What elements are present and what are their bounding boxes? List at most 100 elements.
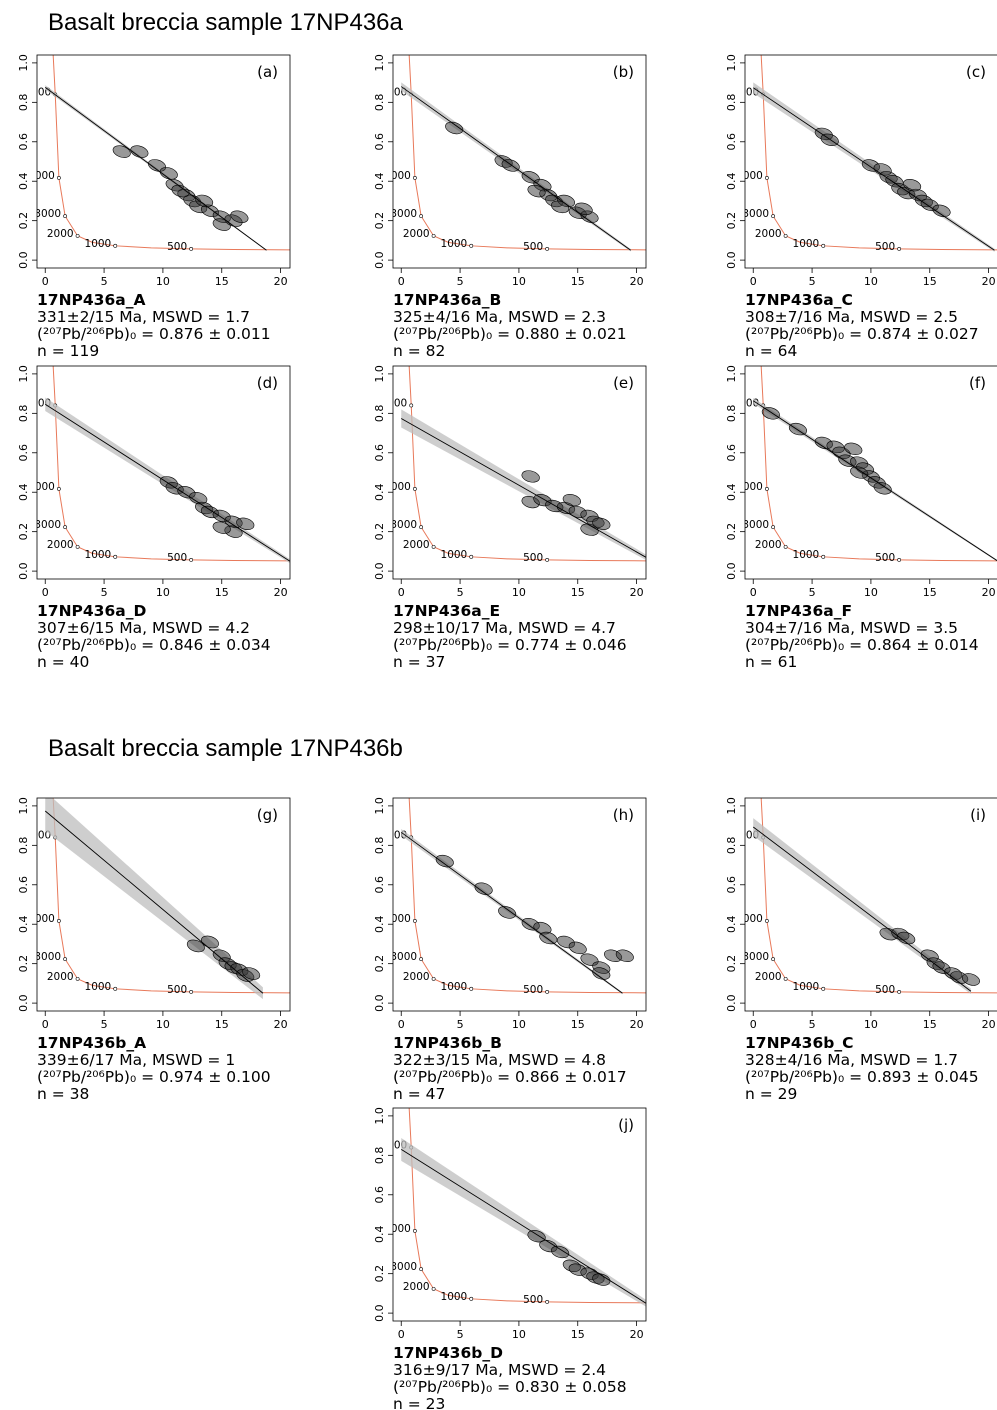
analysis-ellipse xyxy=(498,906,517,919)
concordia xyxy=(408,798,646,994)
x-tick-label: 10 xyxy=(512,275,526,288)
y-tick-label: 1.0 xyxy=(373,54,386,71)
x-tick-label: 5 xyxy=(457,1328,464,1341)
n-text: n = 29 xyxy=(745,1085,797,1103)
x-tick-label: 15 xyxy=(923,275,937,288)
x-tick-label: 10 xyxy=(156,275,170,288)
y-tick-label: 0.2 xyxy=(17,212,30,230)
x-tick-label: 10 xyxy=(864,1018,878,1031)
y-tick-label: 0.2 xyxy=(725,955,738,973)
age-label: 3000 xyxy=(34,519,61,531)
age-label: 4000 xyxy=(736,481,763,493)
age-marker xyxy=(409,403,414,408)
y-tick-label: 0.2 xyxy=(373,523,386,541)
analysis-ellipse xyxy=(212,218,231,231)
y-tick-label: 1.0 xyxy=(373,797,386,815)
analysis-ellipse xyxy=(112,145,131,158)
intercept-text: (²⁰⁷Pb/²⁰⁶Pb)₀ = 0.876 ± 0.011 xyxy=(37,325,271,343)
age-marker xyxy=(113,554,118,559)
age-label: 2000 xyxy=(47,228,74,240)
analysis-ellipse xyxy=(130,145,149,158)
age-label: 500 xyxy=(523,241,543,253)
n-text: n = 61 xyxy=(745,653,797,671)
y-tick-label: 1.0 xyxy=(725,797,738,815)
age-marker xyxy=(545,246,550,251)
x-tick-label: 15 xyxy=(571,275,585,288)
sample-name: 17NP436a_F xyxy=(745,602,852,620)
fit-line xyxy=(400,1149,646,1304)
y-tick-label: 0.2 xyxy=(725,523,738,541)
analysis-ellipse xyxy=(501,159,520,172)
age-marker xyxy=(431,976,436,981)
age-label: 4000 xyxy=(28,913,55,925)
fit-line xyxy=(401,418,646,558)
analysis-ellipse xyxy=(897,931,916,945)
age-label: 500 xyxy=(167,241,187,253)
x-tick-label: 5 xyxy=(101,1018,108,1031)
sample-name: 17NP436a_E xyxy=(393,602,500,620)
y-tick-label: 0.6 xyxy=(373,133,386,151)
y-tick-label: 1.0 xyxy=(725,54,738,71)
n-text: n = 38 xyxy=(37,1085,89,1103)
age-marker xyxy=(419,525,424,530)
analysis-ellipse xyxy=(568,941,587,955)
y-tick-label: 0.6 xyxy=(17,133,30,151)
fit-band xyxy=(401,409,646,561)
age-label: 3000 xyxy=(390,519,417,531)
n-text: n = 64 xyxy=(745,342,797,360)
n-text: n = 82 xyxy=(393,342,445,360)
age-label: 500 xyxy=(523,984,543,996)
age-text: 339±6/17 Ma, MSWD = 1 xyxy=(37,1051,235,1069)
concordia xyxy=(52,55,290,251)
age-label: 2000 xyxy=(755,971,782,983)
age-text: 322±3/15 Ma, MSWD = 4.8 xyxy=(393,1051,606,1069)
sample-name: 17NP436b_D xyxy=(393,1344,503,1362)
analysis-ellipse xyxy=(435,854,454,868)
y-tick-label: 0.0 xyxy=(373,994,386,1012)
y-tick-label: 1.0 xyxy=(373,1107,386,1125)
x-tick-label: 20 xyxy=(274,1018,288,1031)
age-label: 1000 xyxy=(441,549,468,561)
age-label: 3000 xyxy=(390,951,417,963)
y-tick-label: 0.0 xyxy=(373,251,386,269)
y-tick-label: 0.4 xyxy=(17,483,30,501)
analysis-ellipse xyxy=(788,422,808,436)
analysis-ellipse xyxy=(212,521,231,534)
x-tick-label: 5 xyxy=(457,1018,464,1031)
y-tick-label: 0.8 xyxy=(373,405,386,423)
y-tick-label: 0.8 xyxy=(17,837,30,855)
x-tick-label: 10 xyxy=(156,1018,170,1031)
x-tick-label: 15 xyxy=(571,1018,585,1031)
analysis-ellipse xyxy=(474,882,493,895)
age-label: 4000 xyxy=(384,1223,411,1235)
x-tick-label: 10 xyxy=(512,1328,526,1341)
y-tick-label: 0.0 xyxy=(373,1304,386,1322)
age-marker xyxy=(412,175,417,180)
age-marker xyxy=(419,1267,424,1272)
panel: 0 5 10 15 200.00.20.40.60.81.050004000300020… xyxy=(373,797,647,1103)
age-marker xyxy=(431,544,436,549)
age-text: 304±7/16 Ma, MSWD = 3.5 xyxy=(745,619,958,637)
y-tick-label: 0.4 xyxy=(17,172,30,190)
analysis-ellipse xyxy=(186,939,205,953)
sample-name: 17NP436b_B xyxy=(393,1034,502,1052)
analysis-ellipse xyxy=(592,967,611,980)
age-label: 4000 xyxy=(384,170,411,182)
x-tick-label: 15 xyxy=(215,1018,229,1031)
analysis-ellipse xyxy=(761,407,780,420)
age-label: 1000 xyxy=(441,238,468,250)
age-label: 3000 xyxy=(390,208,417,220)
y-tick-label: 0.8 xyxy=(725,837,738,855)
age-marker xyxy=(764,175,769,180)
age-marker xyxy=(419,957,424,962)
panel-label: (d) xyxy=(257,374,278,392)
age-label: 3000 xyxy=(742,519,769,531)
x-tick-label: 0 xyxy=(42,1018,49,1031)
x-tick-label: 10 xyxy=(864,275,878,288)
plot-frame xyxy=(392,797,647,1012)
age-marker xyxy=(545,989,550,994)
fit-line xyxy=(752,826,972,992)
y-tick-label: 0.2 xyxy=(373,955,386,973)
